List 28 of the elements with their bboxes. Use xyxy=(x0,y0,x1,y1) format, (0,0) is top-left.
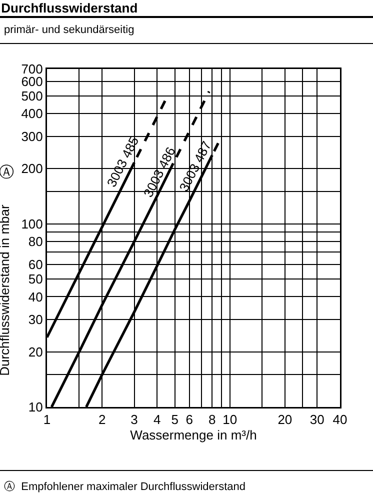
y-tick-label: 20 xyxy=(28,344,43,360)
y-tick-label: 300 xyxy=(21,128,43,144)
chart-title: Durchflusswiderstand xyxy=(1,0,138,16)
y-tick-label: 40 xyxy=(28,289,43,304)
y-tick-label: 50 xyxy=(28,272,43,287)
y-tick-label: 400 xyxy=(21,106,43,122)
x-tick-label: 10 xyxy=(222,412,238,428)
x-tick-label: 1 xyxy=(43,412,51,428)
x-axis-title: Wassermenge in m³/h xyxy=(130,427,257,442)
x-tick-label: 2 xyxy=(98,412,106,428)
x-tick-label: 40 xyxy=(332,412,348,428)
y-tick-label: 100 xyxy=(21,216,43,232)
x-tick-label: 4 xyxy=(153,412,161,428)
x-tick-label: 8 xyxy=(208,412,216,428)
x-tick-label: 30 xyxy=(310,412,324,428)
y-tick-label: 10 xyxy=(28,400,43,415)
chart-subtitle: primär- und sekundärseitig xyxy=(4,24,134,36)
y-tick-label: 30 xyxy=(28,312,43,328)
x-tick-label: 5 xyxy=(171,412,178,428)
text: Ⓐ Empfohlener maximaler Durchflusswiderstand xyxy=(4,480,246,493)
y-axis-title: Durchflusswiderstand in mbar xyxy=(0,204,12,376)
x-tick-label: 3 xyxy=(130,412,138,428)
x-tick-label: 6 xyxy=(186,412,193,428)
y-tick-label: 60 xyxy=(28,257,43,272)
y-tick-label: 200 xyxy=(21,161,43,176)
x-tick-label: 20 xyxy=(278,412,292,428)
y-tick-label: 80 xyxy=(28,234,43,250)
y-tick-label: 500 xyxy=(21,88,43,104)
